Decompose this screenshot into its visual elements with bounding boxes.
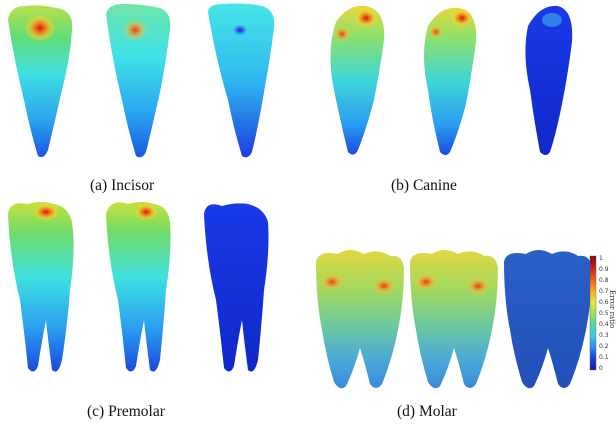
colorbar-tick-label: 0.5 [599, 310, 609, 317]
colorbar-tick-label: 0.1 [599, 354, 609, 361]
incisor-hotspot-2 [123, 19, 147, 41]
canine-hotspot-1a [354, 8, 378, 28]
molar-hotspot-1b [372, 277, 396, 295]
canine-hotspot-2a [451, 9, 473, 27]
colorbar-tick-label: 0.2 [599, 343, 609, 350]
premolar-tooth-3 [204, 203, 269, 372]
colorbar-gradient [589, 255, 597, 371]
colorbar-tick-label: 0.7 [599, 288, 609, 295]
colorbar-ticks: 1 0.9 0.8 0.7 0.6 0.5 0.4 0.3 0.2 0.1 0 [599, 255, 609, 372]
premolar-group [8, 202, 269, 372]
incisor-bluedot [232, 24, 248, 36]
premolar-tooth-2 [106, 202, 171, 372]
colorbar-tick-label: 0.6 [599, 299, 609, 306]
canine-group [330, 5, 573, 156]
molar-group [316, 250, 592, 389]
molar-tooth-2 [410, 250, 498, 389]
caption-molar: (d) Molar [397, 403, 457, 420]
colorbar-tick-label: 1 [599, 255, 603, 262]
incisor-tooth-2 [106, 4, 171, 158]
molar-hotspot-2a [414, 273, 438, 291]
molar-hotspot-1a [320, 273, 344, 291]
canine-cool-spot [542, 13, 562, 27]
colorbar-label: Error ratio [608, 290, 616, 328]
premolar-hotspot-1 [32, 203, 60, 221]
premolar-tooth-1 [8, 202, 74, 372]
colorbar-tick-label: 0.9 [599, 266, 609, 273]
incisor-group [8, 3, 275, 158]
canine-tooth-3 [525, 5, 573, 156]
molar-tooth-1 [316, 250, 404, 389]
colorbar-tick-label: 0.8 [599, 277, 609, 284]
canine-hotspot-2b [428, 25, 444, 39]
colorbar-tick-label: 0.4 [599, 321, 609, 328]
caption-incisor: (a) Incisor [90, 177, 155, 194]
canine-hotspot-1b [333, 26, 351, 42]
caption-canine: (b) Canine [391, 177, 457, 194]
colorbar-tick-label: 0 [599, 365, 603, 372]
molar-hotspot-2b [466, 277, 490, 295]
canine-tooth-2 [424, 7, 477, 156]
colorbar: 1 0.9 0.8 0.7 0.6 0.5 0.4 0.3 0.2 0.1 0 Error rati… [589, 255, 616, 372]
caption-premolar: (c) Premolar [87, 403, 165, 420]
molar-tooth-3 [504, 250, 592, 389]
canine-tooth-1 [330, 5, 385, 155]
incisor-hotspot-1 [24, 14, 56, 42]
colorbar-tick-label: 0.3 [599, 332, 609, 339]
premolar-hotspot-2 [134, 203, 158, 221]
incisor-tooth-3 [208, 3, 275, 158]
incisor-tooth-1 [8, 5, 73, 158]
